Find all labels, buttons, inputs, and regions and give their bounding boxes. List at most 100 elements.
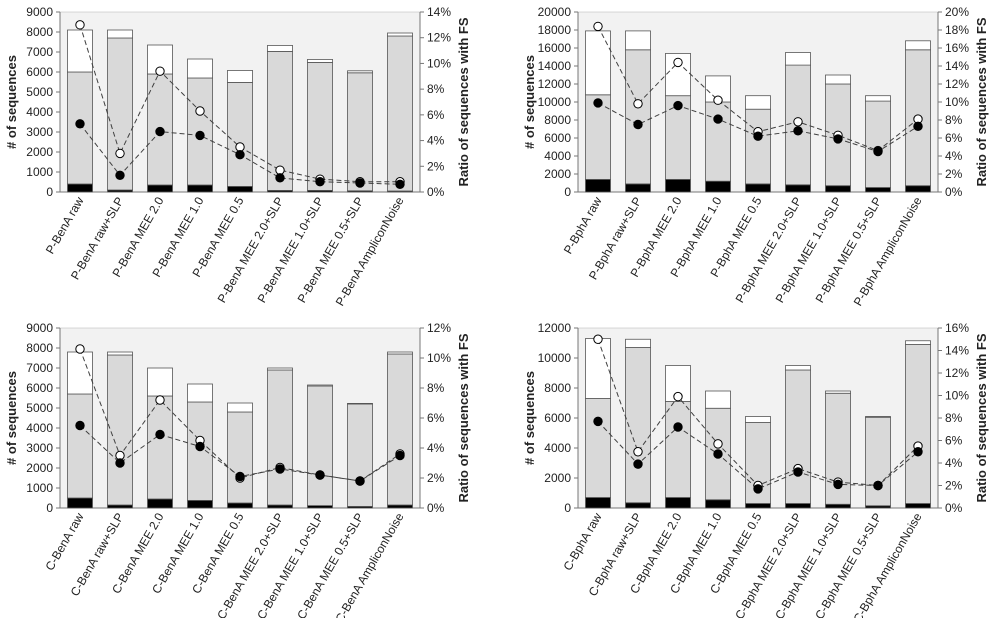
y-tick-label: 3000 [26, 441, 53, 455]
y2-tick-label: 0% [945, 185, 963, 199]
y-tick-label: 14000 [538, 59, 572, 73]
y2-tick-label: 12% [427, 321, 451, 335]
marker-filled [115, 170, 125, 180]
bar-segment-gray [227, 411, 253, 504]
bar-segment-white [267, 367, 293, 371]
bar-segment-gray [745, 422, 771, 504]
y2-tick-label: 2% [945, 479, 963, 493]
y2-tick-label: 8% [427, 381, 445, 395]
bar-segment-white [307, 384, 333, 387]
bar-segment-gray [307, 62, 333, 191]
marker-open [713, 439, 723, 449]
marker-open [155, 66, 165, 76]
x-tick-label: P-BenA raw [43, 194, 87, 256]
bar-segment-black [745, 503, 771, 509]
series-line-filled [597, 421, 919, 490]
marker-filled [913, 447, 923, 457]
y2-tick-label: 4% [427, 134, 445, 148]
y2-tick-label: 14% [945, 59, 969, 73]
marker-open [195, 106, 205, 116]
y2-tick-label: 10% [945, 95, 969, 109]
bar-segment-black [187, 499, 213, 509]
marker-filled [75, 119, 85, 129]
y-axis-title: # of sequences [4, 371, 19, 465]
marker-filled [753, 131, 763, 141]
y2-tick-label: 16% [945, 321, 969, 335]
y2-axis-title: Ratio of sequences with FS [974, 17, 989, 186]
bar-segment-white [307, 59, 333, 63]
bar-segment-black [705, 180, 731, 193]
bar-segment-black [705, 499, 731, 509]
bar-segment-white [785, 52, 811, 66]
bar-segment-white [905, 40, 931, 51]
bar-segment-white [905, 340, 931, 345]
bar-segment-black [785, 503, 811, 509]
y-tick-label: 10000 [538, 95, 572, 109]
y-tick-label: 4000 [26, 105, 53, 119]
y-tick-label: 9000 [26, 5, 53, 19]
bar-segment-black [67, 497, 93, 509]
y2-tick-label: 2% [945, 167, 963, 181]
y2-axis-title: Ratio of sequences with FS [974, 333, 989, 502]
y-tick-label: 2000 [544, 471, 571, 485]
bar-segment-white [825, 74, 851, 85]
marker-open [593, 21, 603, 32]
y-tick-label: 8000 [544, 113, 571, 127]
bar-segment-gray [107, 354, 133, 506]
y-tick-label: 8000 [26, 25, 53, 39]
marker-filled [673, 100, 683, 111]
y2-tick-label: 8% [945, 113, 963, 127]
y-tick-label: 5000 [26, 85, 53, 99]
marker-filled [713, 114, 723, 124]
x-tick-label: C-BenA AmpliconNoise [332, 510, 406, 618]
marker-filled [873, 480, 883, 491]
bar-segment-gray [267, 369, 293, 506]
y2-tick-label: 14% [427, 5, 451, 19]
y2-tick-label: 4% [945, 149, 963, 163]
y-tick-label: 0 [46, 501, 53, 515]
marker-filled [673, 422, 683, 432]
bar-segment-gray [705, 101, 731, 182]
y-tick-label: 18000 [538, 23, 572, 37]
chart-panel-2: 0 2000 4000 6000 8000 10000 12000 14000 16000 180… [522, 5, 989, 308]
bar-segment-black [825, 503, 851, 509]
bar-segment-white [107, 351, 133, 356]
bar-segment-black [387, 504, 413, 509]
marker-filled [195, 441, 205, 452]
y2-axis-title: Ratio of sequences with FS [456, 333, 471, 502]
bar-segment-white [585, 338, 611, 399]
bar-segment-white [387, 32, 413, 37]
marker-open [75, 344, 85, 354]
y-tick-label: 5000 [26, 401, 53, 415]
marker-filled [155, 429, 165, 440]
bar-segment-gray [387, 353, 413, 506]
y2-tick-label: 4% [427, 441, 445, 455]
marker-filled [195, 130, 205, 141]
marker-filled [315, 470, 325, 480]
marker-open [633, 447, 643, 457]
marker-open [793, 117, 803, 127]
y-tick-label: 6000 [26, 65, 53, 79]
marker-open [115, 148, 125, 159]
marker-filled [275, 173, 285, 183]
marker-filled [633, 459, 643, 469]
bar-segment-white [227, 402, 253, 413]
bar-segment-gray [307, 385, 333, 506]
y-tick-label: 9000 [26, 321, 53, 335]
bar-segment-gray [347, 72, 373, 192]
bar-segment-white [865, 95, 891, 102]
bar-segment-black [67, 183, 93, 193]
bar-segment-gray [625, 49, 651, 185]
y2-tick-label: 0% [427, 185, 445, 199]
bar-segment-white [347, 402, 373, 405]
y-axis-title: # of sequences [522, 371, 537, 465]
bar-segment-white [67, 29, 93, 73]
bar-segment-gray [387, 35, 413, 192]
marker-open [633, 99, 643, 109]
x-tick-label: P-BphA raw [561, 194, 605, 256]
marker-filled [395, 179, 405, 189]
y2-tick-label: 8% [427, 82, 445, 96]
marker-filled [355, 476, 365, 486]
bar-segment-gray [187, 401, 213, 501]
